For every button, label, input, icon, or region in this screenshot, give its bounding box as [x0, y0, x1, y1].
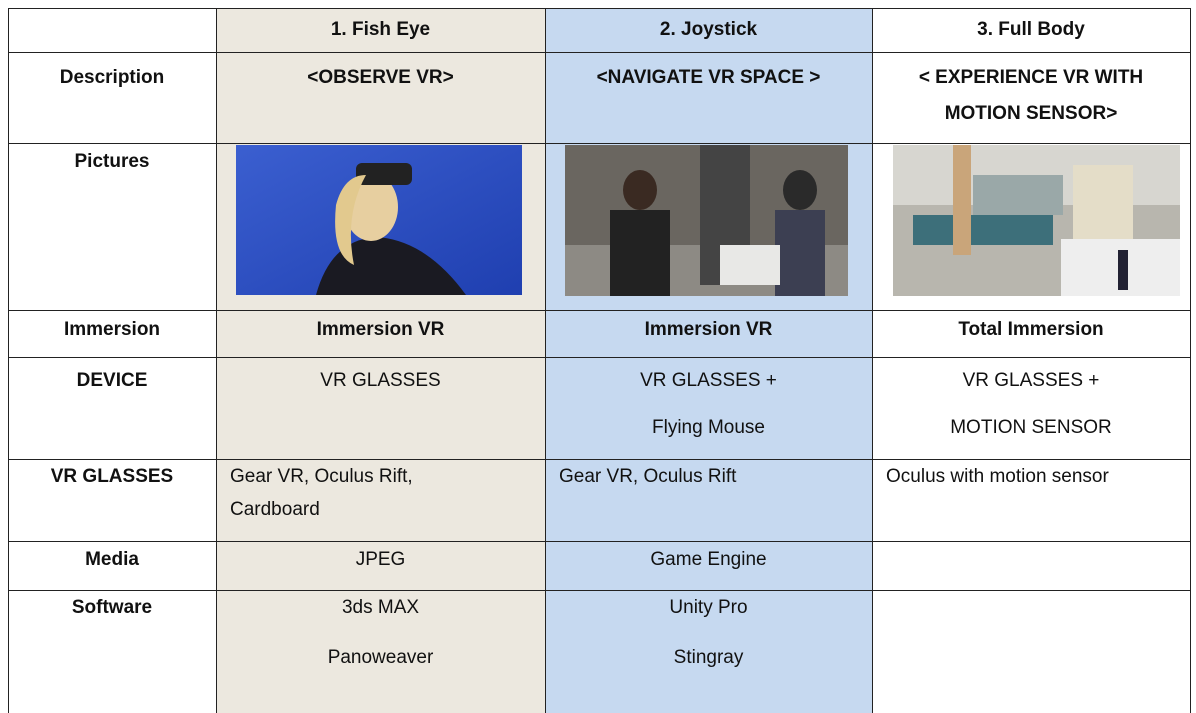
row-label: DEVICE	[76, 370, 148, 391]
column-line	[8, 8, 9, 713]
cell-text: Unity Pro	[669, 597, 748, 618]
row-label: Description	[59, 67, 165, 88]
cell-text: Oculus with motion sensor	[886, 466, 1109, 487]
cell-text: Stingray	[673, 647, 744, 668]
row-label: Software	[71, 597, 153, 618]
cell-text: Flying Mouse	[652, 417, 765, 438]
column-shade	[216, 8, 545, 713]
row-line	[8, 541, 1191, 542]
cell-text: Total Immersion	[958, 319, 1104, 340]
picture-joystick	[565, 145, 848, 296]
row-label: VR GLASSES	[50, 466, 174, 487]
cell-text: VR GLASSES	[320, 370, 441, 391]
column-line	[545, 8, 546, 713]
column-header: 2. Joystick	[659, 19, 758, 40]
column-header: 3. Full Body	[977, 19, 1085, 40]
picture-full-body	[893, 145, 1180, 296]
row-line	[8, 143, 1191, 144]
column-header: 1. Fish Eye	[330, 19, 431, 40]
cell-text: < EXPERIENCE VR WITH	[918, 67, 1144, 88]
row-line	[8, 8, 1191, 9]
cell-text: JPEG	[355, 549, 406, 570]
column-shade	[545, 8, 872, 713]
row-line	[8, 357, 1191, 358]
cell-text: <NAVIGATE VR SPACE >	[596, 67, 821, 88]
cell-text: MOTION SENSOR>	[944, 103, 1118, 124]
cell-text: Cardboard	[230, 499, 320, 520]
cell-text: VR GLASSES +	[640, 370, 777, 391]
row-label: Pictures	[74, 151, 150, 172]
cell-text: 3ds MAX	[341, 597, 420, 618]
cell-text: VR GLASSES +	[962, 370, 1100, 391]
cell-text: Immersion VR	[644, 319, 773, 340]
row-line	[8, 590, 1191, 591]
row-label: Immersion	[63, 319, 161, 340]
cell-text: Game Engine	[650, 549, 767, 570]
column-line	[216, 8, 217, 713]
row-line	[8, 52, 1191, 53]
cell-text: Panoweaver	[327, 647, 434, 668]
picture-fish-eye	[236, 145, 522, 295]
row-line	[8, 459, 1191, 460]
column-line	[872, 8, 873, 713]
row-label: Media	[85, 549, 139, 570]
cell-text: <OBSERVE VR>	[307, 67, 454, 88]
cell-text: Gear VR, Oculus Rift,	[230, 466, 413, 487]
cell-text: Immersion VR	[316, 319, 445, 340]
column-line	[1190, 8, 1191, 713]
cell-text: Gear VR, Oculus Rift	[559, 466, 737, 487]
cell-text: MOTION SENSOR	[950, 417, 1112, 438]
row-line	[8, 310, 1191, 311]
